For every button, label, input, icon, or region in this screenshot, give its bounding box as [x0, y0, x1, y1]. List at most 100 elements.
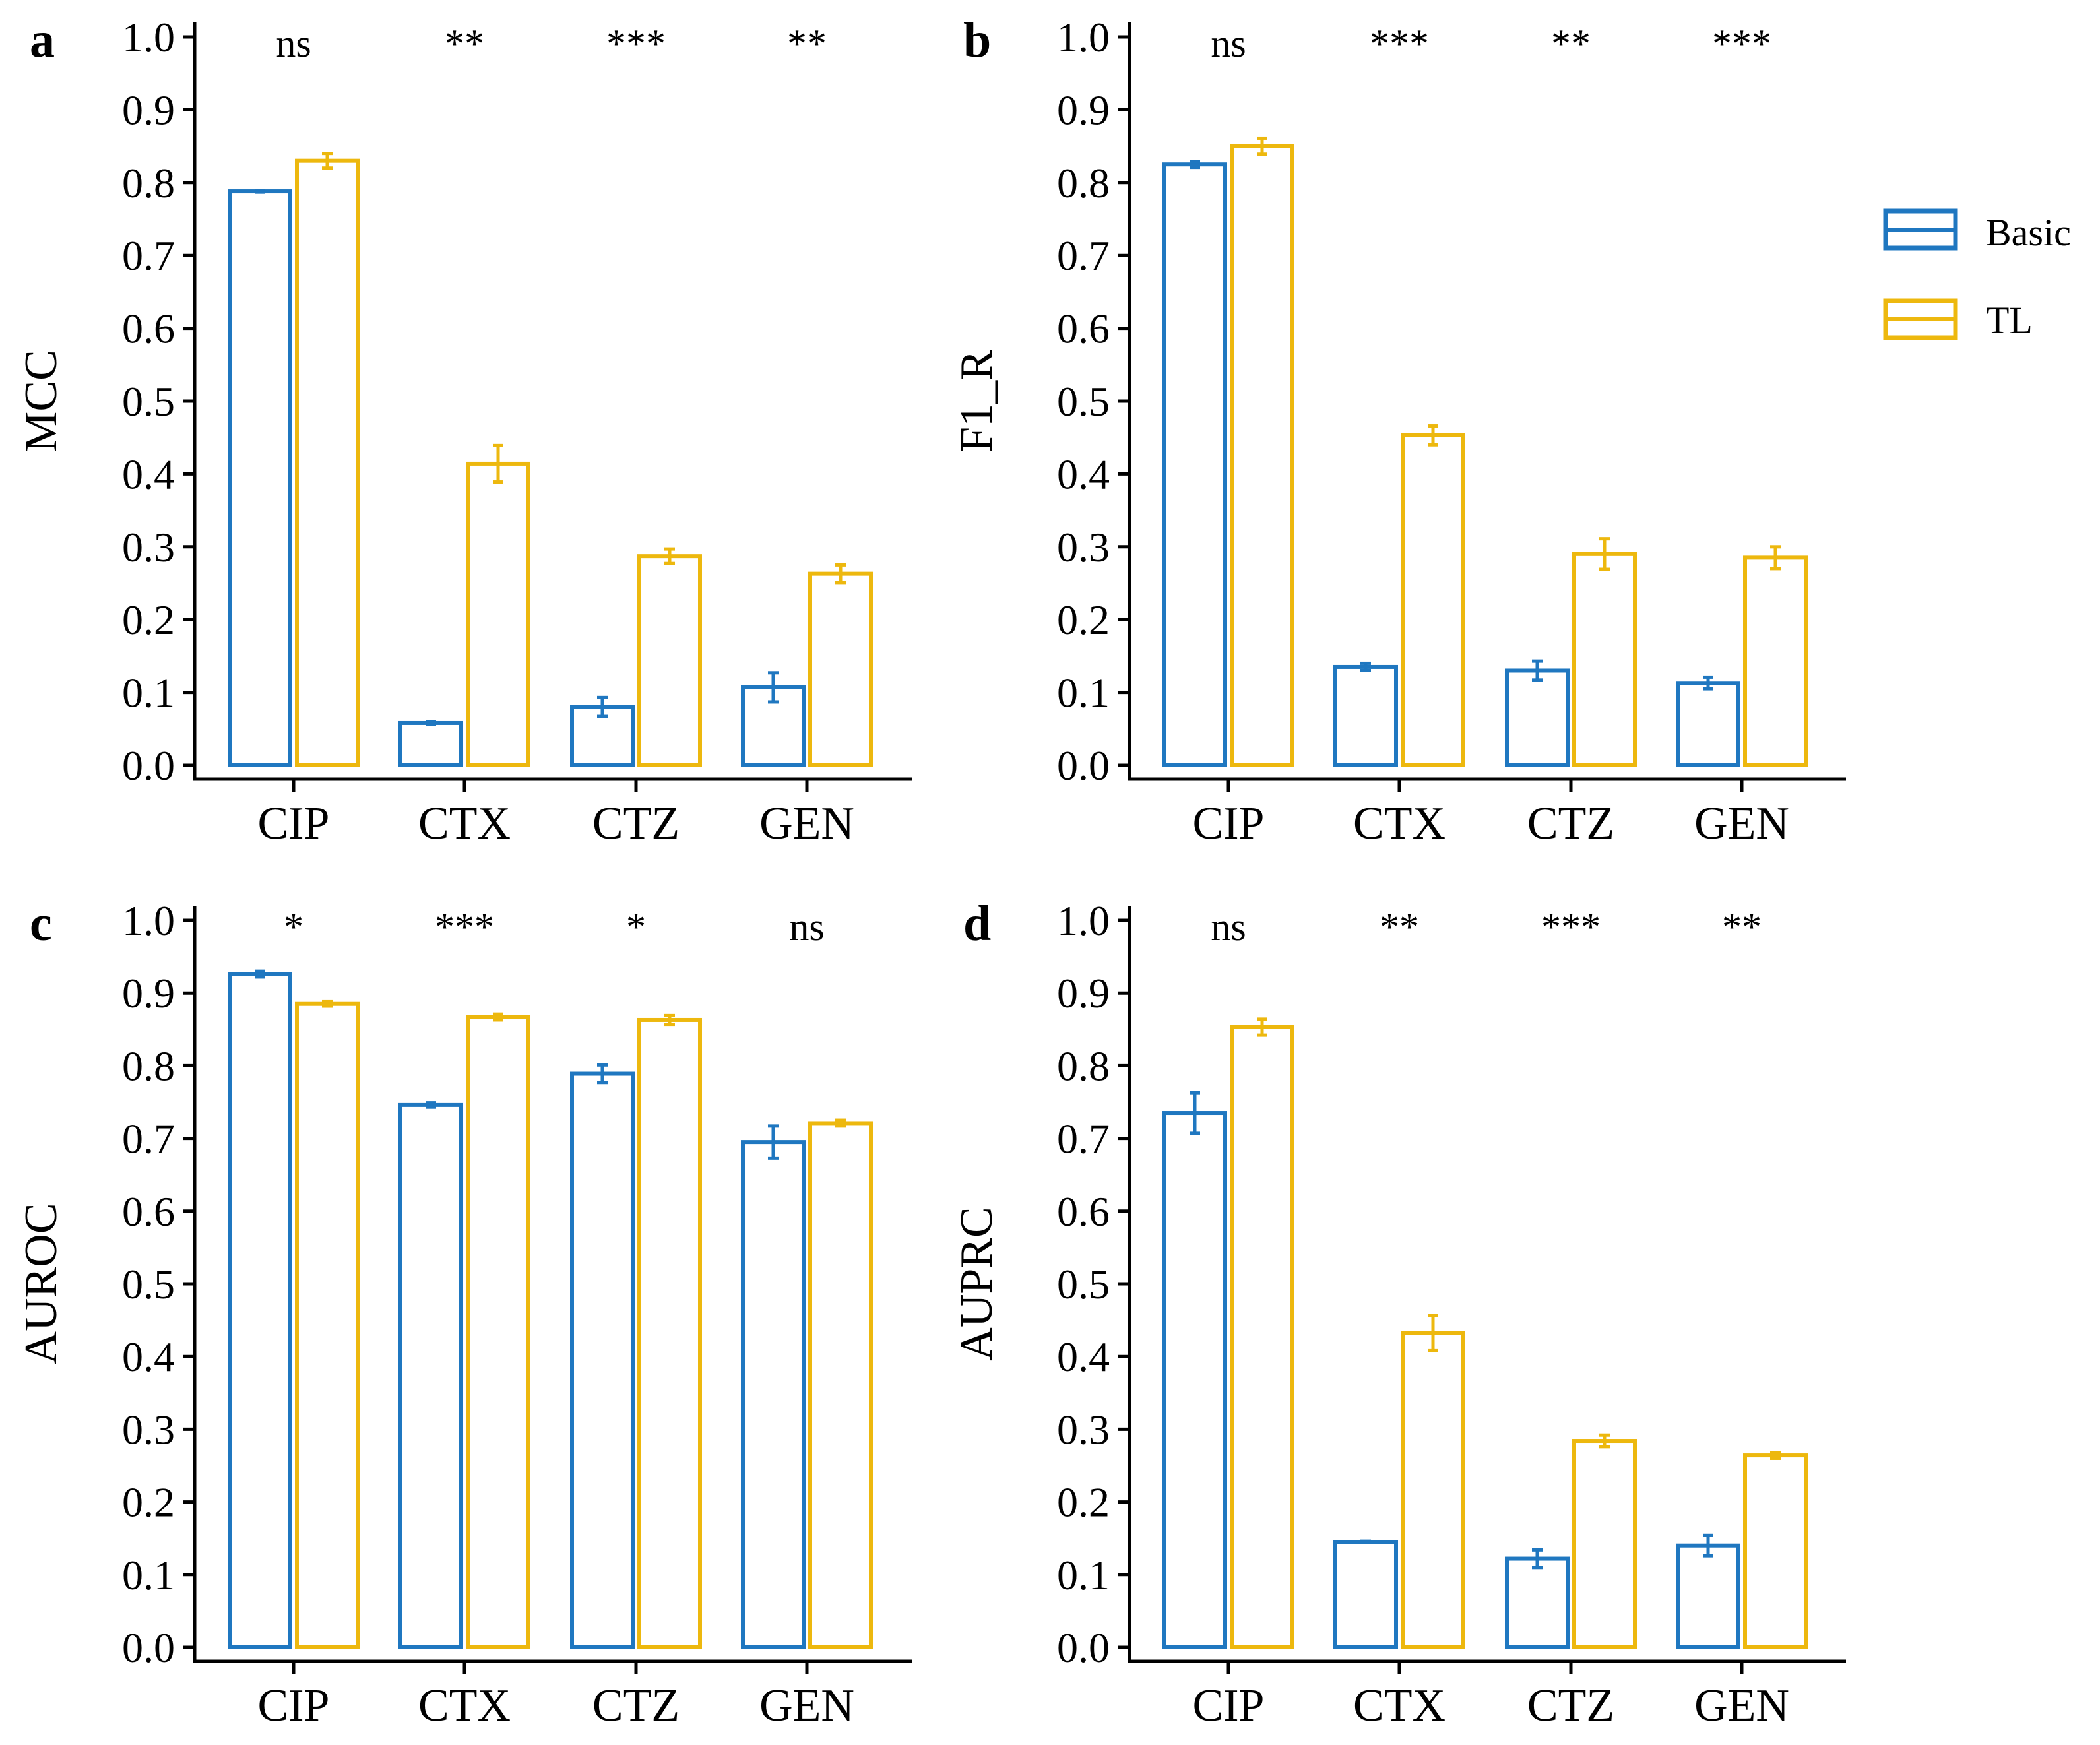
y-tick-label: 0.6	[1057, 1188, 1110, 1235]
bar-basic	[570, 1071, 635, 1649]
significance-label: **	[1551, 22, 1591, 65]
bar-tl	[637, 1017, 702, 1649]
bar-tl	[295, 1001, 360, 1649]
bar-basic	[1333, 664, 1398, 768]
bar-tl	[1230, 144, 1294, 768]
bar-basic	[1505, 1556, 1570, 1649]
significance-label: ***	[1541, 905, 1601, 949]
x-tick-label: CTX	[1353, 798, 1446, 849]
bar-basic	[228, 189, 292, 768]
bar-tl	[295, 158, 360, 767]
y-tick-label: 0.6	[122, 305, 175, 352]
bar-basic	[1676, 681, 1740, 768]
y-tick-label: 0.9	[1057, 86, 1110, 133]
x-tick-label: GEN	[1694, 1680, 1789, 1731]
y-tick-label: 0.5	[122, 378, 175, 425]
significance-label: ns	[1211, 22, 1246, 65]
bar-basic	[228, 972, 292, 1649]
y-tick-label: 0.1	[1057, 670, 1110, 716]
chart-panel-a: a 0.0 0.1 0.2 0.3 0.4 0.5 0.6 0.7 0.8 0.9 1.0 MCC CIP…	[16, 13, 912, 849]
bar-tl	[1401, 1331, 1465, 1650]
y-tick-label: 0.5	[122, 1261, 175, 1308]
y-tick-label: 0.4	[1057, 1333, 1110, 1380]
bar-tl	[466, 1015, 530, 1650]
significance-label: ***	[435, 905, 494, 949]
x-tick-label: CTX	[1353, 1680, 1446, 1731]
y-axis-title: AUROC	[16, 1203, 67, 1364]
legend-label-tl: TL	[1986, 299, 2033, 342]
significance-label: ns	[789, 905, 824, 949]
y-tick-label: 1.0	[122, 14, 175, 61]
y-tick-label: 0.7	[122, 232, 175, 279]
y-tick-label: 0.2	[122, 596, 175, 643]
y-tick-label: 0.3	[1057, 524, 1110, 571]
y-tick-label: 0.4	[122, 1333, 175, 1380]
y-tick-label: 0.5	[1057, 378, 1110, 425]
y-tick-label: 0.8	[1057, 160, 1110, 206]
y-tick-label: 0.7	[1057, 1116, 1110, 1162]
x-tick-label: CTZ	[592, 798, 680, 849]
bar-basic	[1162, 162, 1227, 767]
bar-tl	[1572, 1439, 1637, 1649]
bar-tl	[1401, 433, 1465, 767]
x-tick-label: CTX	[418, 1680, 511, 1731]
y-tick-label: 0.7	[1057, 232, 1110, 279]
significance-label: ***	[1712, 22, 1771, 65]
y-tick-label: 0.6	[122, 1188, 175, 1235]
y-tick-label: 1.0	[1057, 14, 1110, 61]
y-tick-label: 0.8	[122, 1042, 175, 1089]
panel-label: a	[30, 13, 55, 68]
y-tick-label: 1.0	[1057, 897, 1110, 944]
bar-basic	[398, 720, 463, 768]
x-tick-label: CTZ	[592, 1680, 680, 1731]
y-tick-label: 0.5	[1057, 1261, 1110, 1308]
legend: Basic TL	[1883, 208, 2071, 342]
bar-basic	[1676, 1543, 1740, 1649]
chart-panel-b: b 0.0 0.1 0.2 0.3 0.4 0.5 0.6 0.7 0.8 0.9 1.0 F1_R CI…	[951, 13, 1846, 849]
y-tick-label: 0.4	[1057, 451, 1110, 497]
y-tick-label: 0.9	[1057, 970, 1110, 1017]
y-tick-label: 0.1	[1057, 1552, 1110, 1599]
y-tick-label: 0.8	[122, 160, 175, 206]
x-tick-label: CTX	[418, 798, 511, 849]
y-tick-label: 0.9	[122, 86, 175, 133]
bar-basic	[1505, 668, 1570, 767]
y-tick-label: 0.9	[122, 970, 175, 1017]
y-tick-label: 0.3	[1057, 1406, 1110, 1453]
significance-label: ***	[606, 22, 666, 65]
y-tick-label: 0.2	[1057, 596, 1110, 643]
y-tick-label: 0.3	[122, 524, 175, 571]
significance-label: ns	[276, 22, 311, 65]
bar-basic	[741, 1140, 806, 1649]
x-tick-label: GEN	[759, 798, 854, 849]
y-tick-label: 0.8	[1057, 1042, 1110, 1089]
significance-label: ***	[1370, 22, 1429, 65]
panel-label: c	[30, 896, 52, 951]
chart-panel-d: d 0.0 0.1 0.2 0.3 0.4 0.5 0.6 0.7 0.8 0.9 1.0 AUPRC C…	[951, 896, 1846, 1731]
bar-basic	[398, 1102, 463, 1649]
bar-tl	[1230, 1025, 1294, 1649]
y-tick-label: 0.1	[122, 670, 175, 716]
bar-tl	[1743, 555, 1808, 767]
significance-label: **	[1380, 905, 1419, 949]
x-tick-label: CIP	[258, 798, 330, 849]
y-tick-label: 0.4	[122, 451, 175, 497]
y-axis-title: AUPRC	[951, 1207, 1002, 1360]
x-tick-label: CIP	[258, 1680, 330, 1731]
y-tick-label: 0.0	[1057, 1624, 1110, 1671]
x-tick-label: CTZ	[1527, 798, 1614, 849]
x-tick-label: CIP	[1193, 798, 1265, 849]
significance-label: **	[787, 22, 827, 65]
significance-label: **	[1722, 905, 1762, 949]
significance-label: *	[626, 905, 646, 949]
y-tick-label: 0.1	[122, 1552, 175, 1599]
x-tick-label: GEN	[759, 1680, 854, 1731]
significance-label: ns	[1211, 905, 1246, 949]
panel-label: d	[963, 896, 991, 951]
significance-label: *	[284, 905, 303, 949]
panel-label: b	[963, 13, 991, 68]
y-axis-title: F1_R	[951, 350, 1002, 453]
bar-tl	[1572, 552, 1637, 768]
x-tick-label: CTZ	[1527, 1680, 1614, 1731]
